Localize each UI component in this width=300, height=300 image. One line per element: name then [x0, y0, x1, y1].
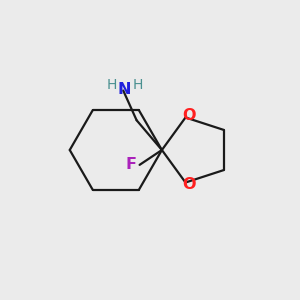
- Text: H: H: [107, 78, 117, 92]
- Text: O: O: [182, 108, 196, 123]
- Text: F: F: [126, 158, 137, 172]
- Text: O: O: [182, 177, 196, 192]
- Text: N: N: [118, 82, 131, 97]
- Text: H: H: [132, 78, 143, 92]
